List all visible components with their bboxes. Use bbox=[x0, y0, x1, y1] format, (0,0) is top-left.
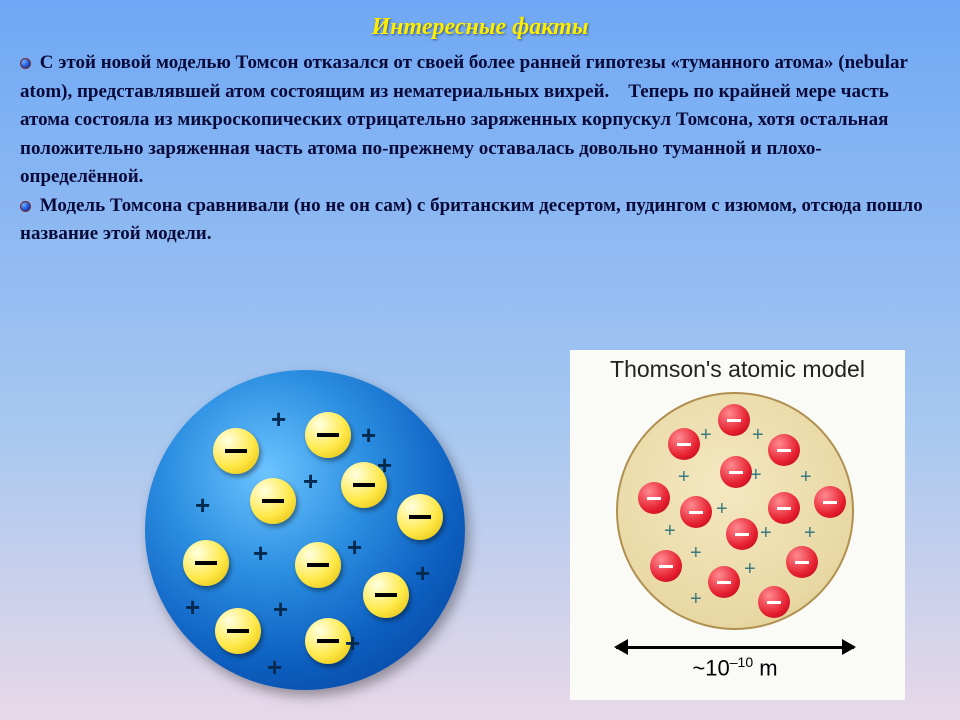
bullet-icon bbox=[20, 201, 31, 212]
plus-charge: + bbox=[253, 538, 268, 569]
electron-minus bbox=[215, 608, 261, 654]
electron-minus bbox=[213, 428, 259, 474]
plus-charge: + bbox=[744, 558, 756, 581]
scale-label: ~10–10 m bbox=[616, 654, 854, 681]
plus-charge: + bbox=[273, 594, 288, 625]
plus-charge: + bbox=[752, 424, 764, 447]
plus-charge: + bbox=[361, 420, 376, 451]
electron-minus bbox=[718, 404, 750, 436]
diagrams-container: ++++++++++++ Thomson's atomic model ++++… bbox=[0, 365, 960, 705]
bullet-paragraph: Модель Томсона сравнивали (но не он сам)… bbox=[20, 192, 940, 249]
plus-charge: + bbox=[750, 464, 762, 487]
electron-minus bbox=[680, 496, 712, 528]
plus-charge: + bbox=[716, 498, 728, 521]
plus-charge: + bbox=[195, 490, 210, 521]
scale-unit: m bbox=[753, 655, 777, 680]
electron-minus bbox=[726, 518, 758, 550]
plus-charge: + bbox=[800, 466, 812, 489]
bullet-text: С этой новой моделью Томсон отказался от… bbox=[20, 52, 908, 187]
plus-charge: + bbox=[690, 588, 702, 611]
plus-charge: + bbox=[760, 522, 772, 545]
double-arrow-icon bbox=[616, 646, 854, 649]
plus-charge: + bbox=[700, 424, 712, 447]
electron-minus bbox=[250, 478, 296, 524]
plus-charge: + bbox=[267, 652, 282, 683]
plus-charge: + bbox=[664, 520, 676, 543]
scale-prefix: ~10 bbox=[692, 655, 729, 680]
electron-minus bbox=[786, 546, 818, 578]
plus-charge: + bbox=[303, 466, 318, 497]
scale-exponent: –10 bbox=[730, 654, 753, 670]
plus-charge: + bbox=[690, 542, 702, 565]
plus-charge: + bbox=[377, 450, 392, 481]
electron-minus bbox=[814, 486, 846, 518]
right-diagram-title: Thomson's atomic model bbox=[570, 356, 905, 383]
electron-minus bbox=[768, 434, 800, 466]
electron-minus bbox=[668, 428, 700, 460]
electron-minus bbox=[638, 482, 670, 514]
plus-charge: + bbox=[347, 532, 362, 563]
plus-charge: + bbox=[415, 558, 430, 589]
plus-charge: + bbox=[185, 592, 200, 623]
page-title: Интересные факты bbox=[0, 0, 960, 49]
electron-minus bbox=[768, 492, 800, 524]
thomson-atom-beige: ++++++++++++ bbox=[616, 392, 854, 630]
electron-minus bbox=[708, 566, 740, 598]
electron-minus bbox=[758, 586, 790, 618]
bullet-icon bbox=[20, 58, 31, 69]
plus-charge: + bbox=[804, 522, 816, 545]
plus-charge: + bbox=[345, 628, 360, 659]
electron-minus bbox=[397, 494, 443, 540]
electron-minus bbox=[305, 412, 351, 458]
electron-minus bbox=[295, 542, 341, 588]
content-text: С этой новой моделью Томсон отказался от… bbox=[0, 49, 960, 249]
bullet-paragraph: С этой новой моделью Томсон отказался от… bbox=[20, 49, 940, 192]
electron-minus bbox=[650, 550, 682, 582]
plus-charge: + bbox=[271, 404, 286, 435]
plus-charge: + bbox=[678, 466, 690, 489]
bullet-text: Модель Томсона сравнивали (но не он сам)… bbox=[20, 195, 923, 245]
scale-arrow: ~10–10 m bbox=[616, 638, 854, 688]
electron-minus bbox=[363, 572, 409, 618]
thomson-atom-blue: ++++++++++++ bbox=[145, 370, 465, 690]
electron-minus bbox=[720, 456, 752, 488]
thomson-atom-panel: Thomson's atomic model ++++++++++++ ~10–… bbox=[570, 350, 905, 700]
electron-minus bbox=[183, 540, 229, 586]
